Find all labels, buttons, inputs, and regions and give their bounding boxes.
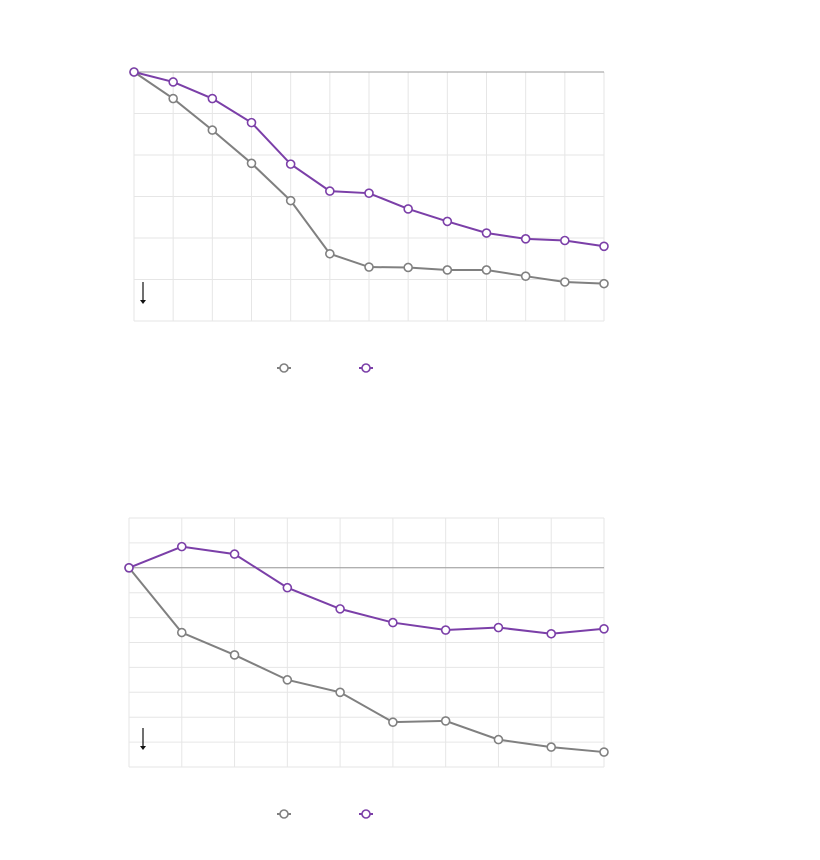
data-point-gray: [520, 271, 531, 281]
data-point-gray: [168, 93, 178, 104]
data-point-purple: [493, 622, 504, 633]
data-point-purple: [560, 235, 570, 246]
data-point-gray: [481, 265, 492, 275]
data-point-purple: [364, 188, 374, 198]
data-point-gray: [282, 675, 293, 685]
data-point-purple: [388, 617, 398, 628]
data-point-purple: [520, 234, 531, 244]
data-point-purple: [246, 117, 257, 128]
legend-marker-icon: [361, 809, 371, 819]
data-point-purple: [546, 628, 557, 639]
data-point-gray: [599, 747, 609, 757]
chart-1: [129, 67, 609, 373]
data-point-gray: [599, 278, 609, 289]
data-point-purple: [403, 204, 413, 214]
data-point-purple: [325, 186, 335, 196]
data-point-purple: [129, 67, 139, 77]
legend-marker-icon: [279, 809, 289, 819]
data-point-purple: [442, 216, 453, 227]
data-point-purple: [207, 93, 218, 104]
data-point-gray: [403, 262, 413, 273]
data-point-gray: [229, 650, 240, 660]
data-point-gray: [335, 687, 345, 698]
data-point-purple: [599, 241, 609, 252]
down-arrow-head-icon: [140, 746, 146, 750]
down-arrow-head-icon: [140, 300, 146, 304]
data-point-purple: [285, 159, 296, 169]
data-point-purple: [176, 541, 187, 552]
data-point-gray: [546, 742, 557, 752]
data-point-gray: [207, 125, 218, 135]
legend-item-gray: [277, 363, 291, 373]
legend-item-purple: [359, 363, 373, 373]
legend-item-gray: [277, 809, 291, 819]
data-point-gray: [325, 248, 335, 259]
data-point-purple: [440, 625, 451, 635]
data-point-purple: [599, 624, 609, 634]
legend-item-purple: [359, 809, 373, 819]
data-point-purple: [229, 549, 240, 559]
data-point-gray: [176, 627, 187, 638]
series-line-purple: [128, 545, 605, 635]
data-point-purple: [335, 604, 345, 614]
data-point-gray: [285, 195, 296, 206]
data-point-gray: [440, 716, 451, 726]
legend-marker-icon: [361, 363, 371, 373]
data-point-gray: [442, 265, 453, 275]
data-point-purple: [124, 562, 134, 573]
data-point-gray: [493, 734, 504, 745]
legend-marker-icon: [279, 363, 289, 373]
data-point-purple: [168, 77, 178, 87]
chart-2: [124, 517, 609, 819]
data-point-gray: [364, 262, 374, 272]
data-point-gray: [246, 158, 257, 169]
data-point-gray: [388, 717, 398, 727]
data-point-purple: [282, 582, 293, 593]
series-line-gray: [128, 567, 605, 754]
data-point-purple: [481, 228, 492, 238]
data-point-gray: [560, 277, 570, 287]
